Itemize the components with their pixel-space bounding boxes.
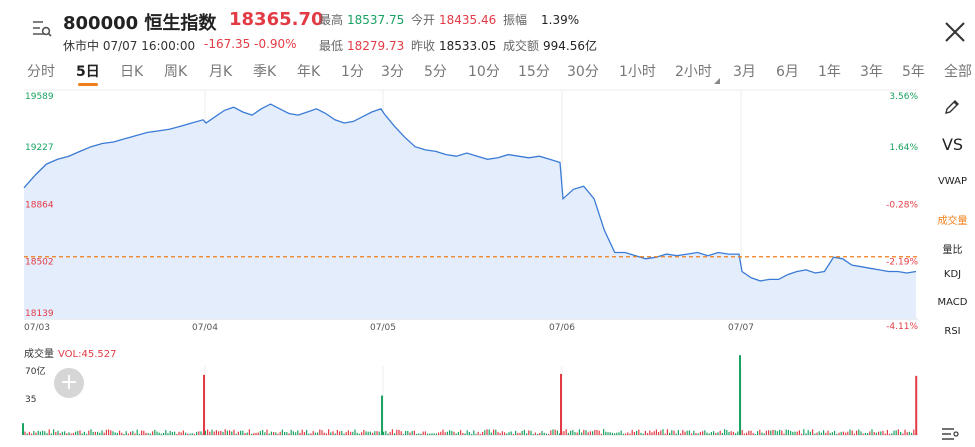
y-axis-label-right: -0.28% bbox=[886, 201, 918, 211]
tab-10min[interactable]: 10分 bbox=[468, 64, 500, 80]
stat-low: 最低 18279.73 bbox=[319, 39, 405, 53]
tab-3month[interactable]: 3月 bbox=[733, 64, 756, 80]
volume-value: VOL:45.527 bbox=[58, 349, 117, 360]
x-axis-label: 07/04 bbox=[192, 323, 218, 333]
tab-3year[interactable]: 3年 bbox=[860, 64, 883, 80]
price-area bbox=[24, 104, 916, 319]
last-price: 18365.70 bbox=[229, 9, 324, 30]
x-axis-label: 07/06 bbox=[549, 323, 575, 333]
x-axis-label: 07/07 bbox=[728, 323, 754, 333]
volume-title: 成交量 VOL:45.527 bbox=[24, 349, 117, 360]
y-axis-label-left: 18864 bbox=[25, 201, 54, 211]
y-axis-label-right: 3.56% bbox=[889, 92, 918, 102]
y-axis-label-left: 18139 bbox=[25, 309, 54, 319]
volume-axis-label: 35 bbox=[25, 395, 36, 405]
y-axis-label-left: 19589 bbox=[25, 92, 54, 102]
period-tabs: 分时 5日 日K 周K 月K 季K 年K 1分 3分 5分 10分 15分 30… bbox=[0, 58, 975, 88]
tab-intraday[interactable]: 分时 bbox=[27, 64, 55, 80]
price-line bbox=[23, 103, 917, 282]
tab-3min[interactable]: 3分 bbox=[381, 64, 404, 80]
menu-search-icon[interactable] bbox=[30, 17, 52, 39]
dropdown-corner-icon[interactable] bbox=[714, 78, 720, 84]
stat-high: 最高 18537.75 bbox=[319, 13, 405, 27]
tab-15min[interactable]: 15分 bbox=[518, 64, 550, 80]
x-axis-label: 07/03 bbox=[24, 323, 50, 333]
tab-5min[interactable]: 5分 bbox=[424, 64, 447, 80]
indicator-kdj[interactable]: KDJ bbox=[943, 269, 962, 280]
quote-header: 800000 恒生指数 18365.70 休市中 07/07 16:00:00 … bbox=[0, 0, 975, 56]
y-axis-label-right: 1.64% bbox=[889, 143, 918, 153]
indicator-rsi[interactable]: RSI bbox=[944, 326, 961, 337]
price-change: -167.35 -0.90% bbox=[204, 37, 297, 51]
tab-1year[interactable]: 1年 bbox=[818, 64, 841, 80]
settings-list-icon[interactable] bbox=[940, 425, 960, 443]
tab-5day[interactable]: 5日 bbox=[76, 64, 100, 80]
market-status: 休市中 07/07 16:00:00 bbox=[63, 39, 196, 53]
tab-30min[interactable]: 30分 bbox=[567, 64, 599, 80]
tab-all[interactable]: 全部 bbox=[944, 64, 972, 80]
tab-1min[interactable]: 1分 bbox=[341, 64, 364, 80]
security-name: 800000 恒生指数 bbox=[63, 13, 217, 34]
stat-prev-close: 昨收 18533.05 bbox=[411, 39, 497, 53]
indicator-volume[interactable]: 成交量 bbox=[937, 216, 968, 227]
tab-monthly-k[interactable]: 月K bbox=[209, 64, 233, 80]
tab-5year[interactable]: 5年 bbox=[902, 64, 925, 80]
y-axis-label-right: -4.11% bbox=[886, 322, 918, 332]
price-chart[interactable]: 19589 19227 18864 18502 18139 3.56% 1.64% -0.28… bbox=[0, 88, 930, 447]
y-axis-label-left: 19227 bbox=[25, 143, 54, 153]
tab-1hour[interactable]: 1小时 bbox=[619, 64, 656, 80]
indicator-macd[interactable]: MACD bbox=[937, 297, 968, 308]
indicator-vwap[interactable]: VWAP bbox=[937, 176, 968, 187]
active-tab-underline bbox=[78, 83, 98, 86]
tab-yearly-k[interactable]: 年K bbox=[297, 64, 321, 80]
volume-axis-label: 70亿 bbox=[25, 365, 45, 377]
y-axis-label-left: 18502 bbox=[25, 258, 54, 268]
indicator-volume-ratio[interactable]: 量比 bbox=[942, 245, 963, 256]
close-icon[interactable] bbox=[943, 20, 967, 44]
x-axis-label: 07/05 bbox=[370, 323, 396, 333]
stat-turnover: 成交额 994.56亿 bbox=[503, 39, 598, 53]
stat-amplitude: 振幅 1.39% bbox=[503, 13, 580, 27]
vs-compare[interactable]: VS bbox=[941, 135, 964, 154]
tab-weekly-k[interactable]: 周K bbox=[164, 64, 188, 80]
tab-quarterly-k[interactable]: 季K bbox=[253, 64, 277, 80]
tab-daily-k[interactable]: 日K bbox=[120, 64, 144, 80]
pencil-icon[interactable] bbox=[943, 98, 961, 116]
add-button[interactable]: + bbox=[54, 368, 84, 398]
tab-6month[interactable]: 6月 bbox=[776, 64, 799, 80]
y-axis-label-right: -2.19% bbox=[886, 258, 918, 268]
tab-2hour[interactable]: 2小时 bbox=[675, 64, 712, 80]
stat-open: 今开 18435.46 bbox=[411, 13, 497, 27]
